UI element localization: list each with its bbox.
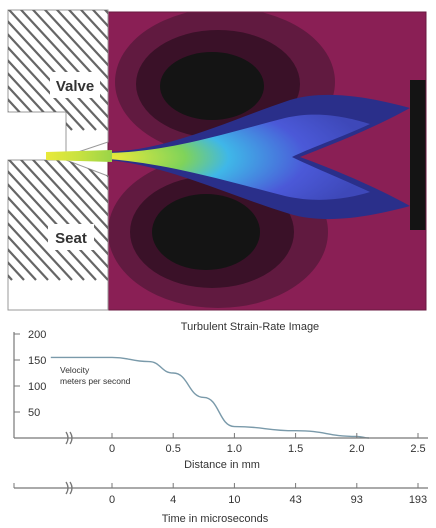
distance-axis-label: Distance in mm <box>184 459 260 471</box>
strain-rate-image <box>108 12 426 310</box>
seat-hatch-line <box>59 160 108 281</box>
seat-hatch-line <box>8 160 37 281</box>
seat-hatch-line <box>8 160 85 281</box>
right-dark-region <box>410 80 426 230</box>
valve-hatch-line <box>83 10 108 131</box>
valve-hatch-line <box>23 10 108 131</box>
time-tick-label: 10 <box>228 494 240 506</box>
valve-label-box <box>50 72 100 98</box>
velocity-tick-label: 50 <box>28 407 40 419</box>
valve-hatch-line <box>8 10 37 131</box>
time-axis-label: Time in microseconds <box>162 513 269 525</box>
distance-tick-label: 0 <box>109 443 115 455</box>
distance-tick-label: 1.0 <box>227 443 242 455</box>
time-tick-label: 43 <box>289 494 301 506</box>
seat-hatch-line <box>11 160 108 281</box>
jet-core <box>108 114 370 200</box>
time-break-mark <box>69 481 73 495</box>
velocity-ylabel-line1: Velocity <box>60 365 90 375</box>
velocity-tick-label: 150 <box>28 355 46 367</box>
valve-hatch-line <box>8 10 108 131</box>
seat-hatch-line <box>8 160 97 281</box>
valve-label: Valve <box>56 78 94 95</box>
valve-hatch-line <box>8 10 73 131</box>
distance-break-mark <box>65 431 69 445</box>
seat-label-box <box>48 224 94 250</box>
velocity-tick-label: 100 <box>28 381 46 393</box>
nozzle-jet <box>46 150 112 162</box>
seat-label: Seat <box>55 230 87 247</box>
distance-break-mark <box>69 431 73 445</box>
seat-hatch-line <box>47 160 108 281</box>
distance-tick-label: 1.5 <box>288 443 303 455</box>
time-break-mark <box>65 481 69 495</box>
velocity-curve <box>50 356 370 439</box>
seat-hatch-line <box>8 160 108 281</box>
velocity-ylabel-line2: meters per second <box>60 376 131 386</box>
valve-hatch-line <box>11 10 108 131</box>
velocity-chart: 200 150 100 50 Velocity meters per second <box>13 329 370 439</box>
time-axis: 0 4 10 43 93 193 Time in microseconds <box>13 481 428 525</box>
velocity-tick-label: 200 <box>28 329 46 341</box>
valve-hatch-line <box>8 10 61 131</box>
valve-hatch-line <box>8 10 49 131</box>
valve-hatch-line <box>8 10 108 131</box>
distance-axis: 0 0.5 1.0 1.5 2.0 2.5 Distance in mm <box>13 431 428 471</box>
valve-hatch-line <box>71 10 108 131</box>
time-tick-label: 93 <box>351 494 363 506</box>
time-tick-label: 0 <box>109 494 115 506</box>
image-caption: Turbulent Strain-Rate Image <box>181 321 319 333</box>
seat-hatch-line <box>8 160 73 281</box>
valve-hatch-line <box>59 10 108 131</box>
valve-hatch-line <box>35 10 108 131</box>
seat-hatch-line <box>71 160 108 281</box>
time-tick-label: 4 <box>170 494 176 506</box>
seat-hatch-line <box>8 160 49 281</box>
seat-hatch-line <box>35 160 108 281</box>
seat-hatch-line <box>8 160 108 281</box>
seat-hatch-line <box>8 160 61 281</box>
distance-tick-label: 2.0 <box>349 443 364 455</box>
seat-hatch-line <box>23 160 108 281</box>
distance-tick-label: 2.5 <box>410 443 425 455</box>
time-tick-label: 193 <box>409 494 427 506</box>
valve-hatch-line <box>47 10 108 131</box>
distance-tick-label: 0.5 <box>166 443 181 455</box>
valve-hatch-line <box>8 10 97 131</box>
valve-hatch-line <box>8 10 85 131</box>
